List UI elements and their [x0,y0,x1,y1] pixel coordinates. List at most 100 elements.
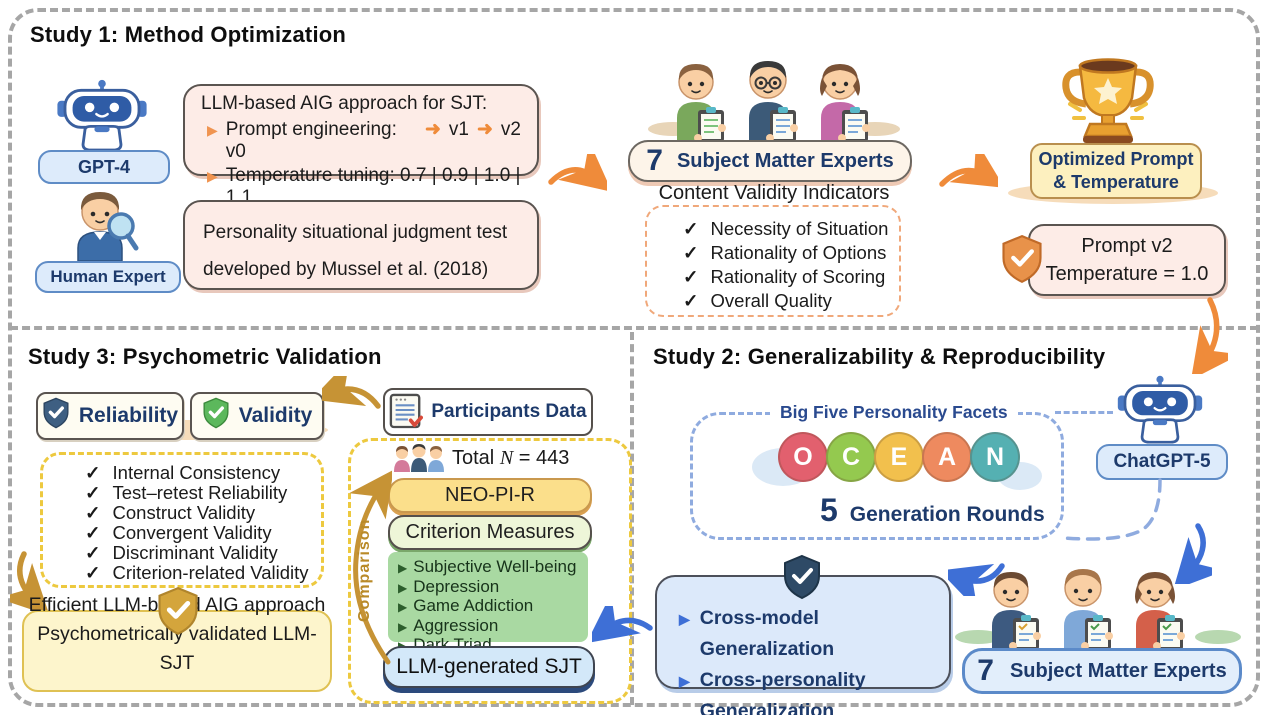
optimized-result-box: Prompt v2 Temperature = 1.0 [1028,224,1226,296]
neo-pi-r-pill: NEO-PI-R [388,478,592,513]
sme-count: 7 [977,654,994,687]
total-n-label: Total N = 443 [452,447,570,469]
validity-badge: Validity [190,392,324,440]
bigfive-title: Big Five Personality Facets [770,402,1018,423]
ocean-bubble-n: N [970,432,1020,482]
participants-header-box: Participants Data [383,388,593,436]
arrow-to-experts2-icon [1160,520,1225,591]
check-icon: ✓ [85,482,101,503]
prompt-engineering-row: ▶ Prompt engineering: v0 ➜ v1 ➜ v2 [207,119,521,162]
cvi-item: Rationality of Options [710,242,887,263]
check-item: Internal Consistency [112,462,281,483]
check-icon: ✓ [85,522,101,543]
flow-arrow-icon: ➜ [425,119,441,140]
arrow-participants-to-badges-icon [311,359,382,421]
rounds-count: 5 [820,492,838,528]
criterion-item: Aggression [413,615,499,635]
triangle-bullet-icon: ▶ [207,168,218,184]
cvi-item: Necessity of Situation [710,218,889,239]
participants-header-label: Participants Data [431,401,587,422]
participants-box [348,438,632,704]
flow-arrow-icon: ➜ [477,119,493,140]
grass-decoration [1195,630,1241,644]
check-icon: ✓ [85,562,101,583]
navy-shield-check-icon [782,554,822,600]
gpt4-robot-icon [52,78,152,152]
check-icon: ✓ [683,266,699,287]
orange-shield-check-icon [1000,234,1044,284]
chatgpt5-label: ChatGPT-5 [1096,444,1228,480]
psychometric-checks-box: ✓ Internal Consistency ✓ Test–retest Relia… [40,452,324,588]
arrow-to-result-icon [0,548,54,616]
human-expert-label: Human Expert [35,261,181,293]
check-item: Test–retest Reliability [112,482,288,503]
aig-title: LLM-based AIG approach for SJT: [201,93,488,114]
ocean-bubble-o: O [778,432,828,482]
arrow-box-to-llm-icon [586,593,656,655]
triangle-bullet-icon: ▶ [398,561,408,575]
criterion-measures-pill: Criterion Measures [388,515,592,550]
participants-group-icon [392,444,446,474]
sme-count: 7 [646,144,663,177]
sme-badge-bottom: 7 Subject Matter Experts [962,648,1242,694]
triangle-bullet-icon: ▶ [679,611,690,627]
study1-title: Study 1: Method Optimization [30,22,347,47]
gold-shield-check-icon [156,586,200,636]
figure-border [8,8,1260,707]
check-item: Discriminant Validity [112,542,278,563]
arrow-to-experts-icon [545,141,613,209]
triangle-bullet-icon: ▶ [398,580,408,595]
green-shield-check-icon [202,397,230,435]
cvi-box: ✓ Necessity of Situation ✓ Rationality of … [645,205,901,317]
aig-approach-box: LLM-based AIG approach for SJT: ▶ Prompt… [183,84,539,208]
panel-divider-vertical [630,332,634,705]
comparison-arrow-icon [348,469,394,675]
outcome-item: Cross-model Generalization [699,607,835,660]
grass-decoration [955,630,1001,644]
optimized-badge: Optimized Prompt & Temperature [1030,143,1202,199]
study3-title: Study 3: Psychometric Validation [28,344,382,369]
sme-label: Subject Matter Experts [1009,659,1227,682]
check-icon: ✓ [683,290,699,311]
experts-group-bottom-icon [975,564,1195,652]
sme-badge-top: 7 Subject Matter Experts [628,140,912,182]
check-icon: ✓ [683,218,699,239]
check-icon: ✓ [85,462,101,483]
triangle-bullet-icon: ▶ [679,673,690,689]
generation-rounds-label: 5 Generation Rounds [820,492,1045,528]
sjt-source-line2: developed by Mussel et al. (2018) [203,259,489,280]
robot-connector-line [1055,411,1113,414]
panel-divider-horizontal [10,326,1258,330]
ocean-bubble-a: A [922,432,972,482]
triangle-bullet-icon: ▶ [398,619,408,634]
criterion-items-box: ▶ Subjective Well-being ▶ Depression ▶ Game… [388,552,588,653]
criterion-item: Depression [413,576,500,596]
criterion-item: Game Addiction [413,596,534,615]
check-item: Construct Validity [112,502,256,523]
experts-group-top-icon [660,56,880,144]
ocean-bubble-c: C [826,432,876,482]
triangle-bullet-icon: ▶ [398,600,408,614]
check-item: Criterion-related Validity [112,562,309,583]
check-icon: ✓ [85,542,101,563]
triangle-bullet-icon: ▶ [207,122,218,138]
gpt4-label: GPT-4 [38,150,170,184]
arrow-to-study2-icon [1182,294,1241,380]
robot-dashed-path [1040,476,1190,591]
llm-generated-sjt-pill: LLM-generated SJT [383,646,595,688]
sjt-source-line1: Personality situational judgment test [203,222,508,243]
study2-title: Study 2: Generalizability & Reproducibil… [653,344,1106,369]
trophy-icon [1050,56,1166,146]
sjt-source-box: Personality situational judgment test de… [183,200,539,290]
comparison-label: Comparison [356,518,373,622]
cvi-title: Content Validity Indicators [658,182,890,204]
arrow-to-trophy-icon [936,140,1005,209]
document-check-icon [389,391,424,434]
study2-outcomes-box: ▶ Cross-model Generalization ▶ Cross-perso… [655,575,951,715]
human-expert-icon [58,188,153,263]
check-icon: ✓ [683,242,699,263]
cvi-item: Rationality of Scoring [710,266,886,287]
reliability-badge: Reliability [36,392,184,440]
sme-label: Subject Matter Experts [676,149,894,172]
